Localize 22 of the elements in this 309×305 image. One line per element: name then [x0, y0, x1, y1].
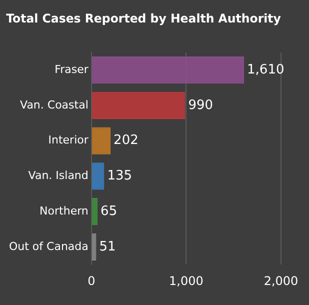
bar: [92, 162, 104, 190]
y-tick-label: Interior: [48, 134, 89, 147]
y-tick-label: Northern: [40, 204, 88, 218]
x-tick-label: 2,000: [264, 274, 298, 288]
chart-title: Total Cases Reported by Health Authority: [6, 11, 282, 26]
x-tick-label: 0: [88, 274, 96, 288]
bar: [92, 127, 111, 154]
data-label: 135: [107, 168, 132, 184]
data-label: 65: [100, 204, 118, 219]
bar: [92, 56, 244, 84]
bar: [92, 233, 96, 260]
y-tick-label: Fraser: [54, 62, 89, 76]
bar: [92, 92, 186, 119]
data-label: 990: [188, 98, 214, 113]
y-tick-label: Van. Coastal: [20, 98, 88, 112]
x-tick-label: 1,000: [169, 274, 204, 288]
bar: [92, 198, 98, 226]
data-label: 202: [114, 133, 138, 148]
data-label: 1,610: [247, 62, 284, 78]
data-label: 51: [99, 239, 116, 254]
y-tick-label: Out of Canada: [8, 240, 88, 253]
y-tick-label: Van. Island: [28, 169, 88, 182]
